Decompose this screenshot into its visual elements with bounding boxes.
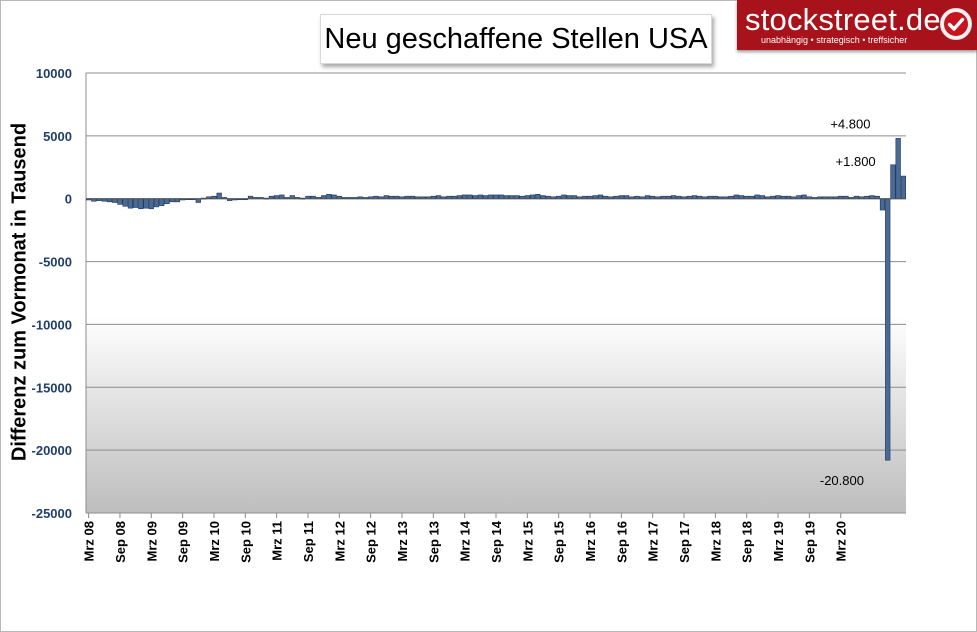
y-tick-label: -15000: [32, 380, 72, 395]
bar: [148, 198, 154, 210]
bar: [164, 198, 170, 205]
x-tick-label: Mrz 17: [646, 521, 661, 561]
bar: [895, 138, 901, 200]
bar: [133, 198, 139, 208]
bar: [801, 194, 807, 200]
bar: [153, 198, 160, 208]
bar: [498, 194, 504, 200]
x-tick-label: Sep 17: [677, 521, 692, 563]
bar: [117, 198, 123, 205]
bar: [331, 194, 337, 200]
bar: [138, 198, 144, 210]
x-tick-label: Sep 19: [802, 521, 817, 563]
y-tick-label: 5000: [43, 129, 72, 144]
bars: [86, 138, 907, 461]
bar: [733, 194, 739, 200]
bar: [493, 194, 499, 200]
y-tick-label: -5000: [39, 255, 72, 270]
chart-title: Neu geschaffene Stellen USA: [320, 14, 712, 64]
bar: [885, 198, 891, 461]
x-tick-label: Sep 16: [614, 521, 629, 563]
bar: [127, 198, 134, 209]
bar: [754, 194, 760, 200]
bar: [890, 164, 896, 200]
x-tick-label: Mrz 18: [708, 521, 723, 561]
bar: [326, 194, 332, 200]
y-tick-label: -25000: [32, 506, 72, 521]
x-tick-label: Mrz 20: [834, 521, 849, 561]
logo-tagline: unabhängig • strategisch • treffsicher: [761, 35, 908, 45]
y-tick-label: 10000: [36, 66, 72, 81]
bar: [467, 194, 473, 200]
bar: [122, 198, 128, 207]
x-tick-label: Mrz 08: [82, 521, 97, 561]
x-tick-label: Sep 10: [238, 521, 253, 563]
x-tick-labels: Mrz 08 Sep 08 Mrz 09 Sep 09 Mrz 10 Sep 10 Mrz …: [82, 513, 849, 563]
x-tick-label: Sep 08: [113, 521, 128, 563]
y-tick-label: -10000: [32, 317, 72, 332]
y-axis-label: Differenz zum Vormonat in Tausend: [8, 122, 31, 462]
x-tick-label: Sep 12: [364, 521, 379, 563]
x-tick-label: Sep 18: [740, 521, 755, 563]
x-tick-label: Mrz 16: [583, 521, 598, 561]
annotations: +4.800 +1.800 -20.800: [820, 116, 876, 488]
bar: [477, 194, 483, 200]
bar: [216, 192, 222, 200]
annotation-label: +1.800: [836, 154, 876, 169]
bar: [535, 194, 541, 200]
x-tick-label: Mrz 10: [207, 521, 222, 561]
annotation-label: +4.800: [830, 116, 870, 131]
bar: [488, 194, 494, 200]
logo[interactable]: stockstreet.de unabhängig • strategisch …: [737, 0, 977, 50]
x-tick-label: Mrz 19: [771, 521, 786, 561]
y-tick-labels: 10000 5000 0 -5000 -10000 -15000 -20000 -25000: [32, 66, 72, 521]
bar: [195, 198, 201, 203]
x-tick-label: Mrz 09: [144, 521, 159, 561]
x-tick-label: Mrz 13: [395, 521, 410, 561]
bar: [143, 198, 149, 209]
check-badge-icon: [940, 8, 972, 40]
y-tick-label: 0: [65, 192, 72, 207]
plot-area: [86, 73, 906, 513]
bar: [597, 194, 604, 200]
bar: [561, 194, 567, 200]
bar: [279, 194, 285, 200]
annotation-label: -20.800: [820, 473, 864, 488]
bar: [112, 198, 118, 203]
bar: [159, 198, 165, 206]
x-tick-label: Sep 15: [552, 521, 567, 563]
y-tick-label: -20000: [32, 443, 72, 458]
bar: [900, 175, 907, 200]
bar: [462, 194, 468, 200]
x-tick-label: Sep 09: [176, 521, 191, 563]
bar: [529, 194, 536, 200]
bar: [879, 198, 886, 211]
x-tick-label: Mrz 15: [520, 521, 535, 561]
x-tick-label: Sep 14: [489, 520, 504, 563]
x-tick-label: Mrz 11: [270, 521, 285, 561]
logo-name: stockstreet.de: [745, 2, 941, 37]
x-tick-label: Mrz 12: [332, 521, 347, 561]
x-tick-label: Sep 13: [426, 521, 441, 563]
x-tick-label: Mrz 14: [458, 520, 473, 561]
x-tick-label: Sep 11: [301, 521, 316, 562]
